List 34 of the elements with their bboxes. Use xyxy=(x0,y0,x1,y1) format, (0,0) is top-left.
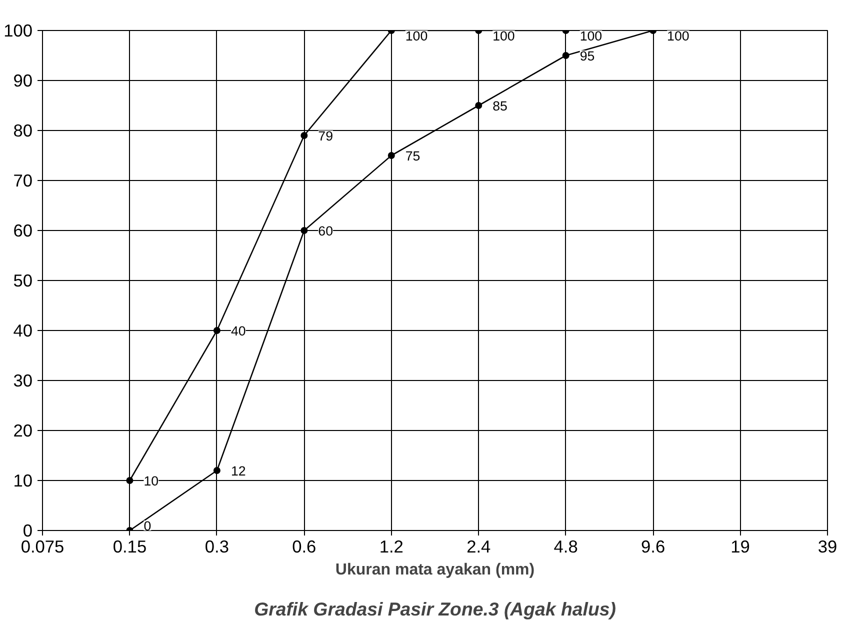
data-label: 40 xyxy=(230,324,246,338)
x-tick-label: 19 xyxy=(730,536,750,556)
y-tick-label: 100 xyxy=(4,20,33,40)
x-tick-label: 0.6 xyxy=(292,536,316,556)
y-tick-label: 90 xyxy=(13,70,33,90)
data-label: 0 xyxy=(144,518,152,534)
x-tick-label: 0.3 xyxy=(204,536,229,556)
x-axis-title: Ukuran mata ayakan (mm) xyxy=(335,562,535,578)
data-label: 60 xyxy=(318,224,333,238)
y-tick-label: 10 xyxy=(13,470,33,490)
y-tick-label: 30 xyxy=(13,370,33,390)
y-tick-label: 40 xyxy=(13,320,33,340)
data-label: 75 xyxy=(405,148,420,164)
x-tick-label: 0.15 xyxy=(112,536,147,556)
data-label: 12 xyxy=(230,464,246,478)
data-label: 100 xyxy=(580,28,602,44)
y-tick-label: 20 xyxy=(13,420,33,440)
data-label: 85 xyxy=(492,98,508,114)
x-tick-label: 2.4 xyxy=(466,536,492,556)
data-label: 100 xyxy=(667,28,690,44)
x-tick-label: 39 xyxy=(818,536,838,556)
y-tick-label: 80 xyxy=(13,120,33,140)
x-tick-label: 1.2 xyxy=(379,536,404,556)
data-label: 100 xyxy=(405,28,428,44)
y-tick-label: 60 xyxy=(13,220,33,240)
text: Grafik Gradasi Pasir Zone.3 (Agak halus) xyxy=(254,598,616,620)
data-label: 10 xyxy=(144,474,159,488)
data-label: 100 xyxy=(492,28,515,44)
y-tick-label: 70 xyxy=(13,170,33,190)
data-label: 95 xyxy=(580,48,595,64)
y-tick-label: 50 xyxy=(13,270,33,290)
data-label: 79 xyxy=(318,128,333,144)
x-tick-label: 4.8 xyxy=(554,536,578,556)
x-tick-label: 9.6 xyxy=(641,536,666,556)
